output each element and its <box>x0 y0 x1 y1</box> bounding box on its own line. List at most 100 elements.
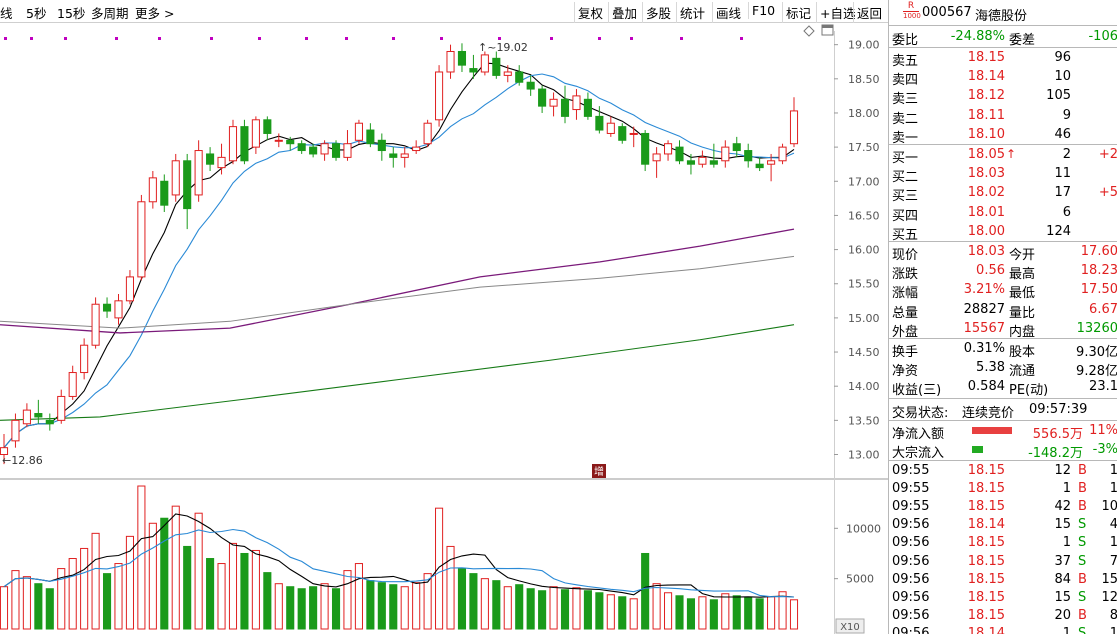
quote-row: 涨幅 3.21% 最低 17.50 <box>889 280 1117 302</box>
level-price: 18.02 <box>967 185 1005 201</box>
mark-button[interactable]: 标记 <box>782 2 814 23</box>
candle-body <box>732 143 741 152</box>
adjust-button[interactable]: 复权 <box>574 2 606 23</box>
flow-label: 大宗流入 <box>892 446 945 462</box>
volume-bar <box>664 592 673 630</box>
multi-period-button[interactable]: 多周期 <box>91 6 129 21</box>
f10-button[interactable]: F10 <box>748 2 778 19</box>
candle-body <box>194 150 203 196</box>
fund-flow-row: 净流入额 556.5万 11% <box>889 421 1117 442</box>
candle-body <box>652 153 661 162</box>
candle-body <box>148 177 157 203</box>
marker-dot <box>258 37 261 40</box>
level-label: 买一 <box>892 151 919 166</box>
tick-row: 09:56 18.14 1S1 <box>889 624 1117 634</box>
volume-bar <box>549 586 558 630</box>
candlestick-chart[interactable]: 13.00 13.50 14.00 14.50 15.00 15.50 16.00 16.50… <box>0 23 888 634</box>
tick-time: 09:55 <box>892 481 930 497</box>
period-5s[interactable]: 5秒 <box>26 6 47 21</box>
volume-bar <box>34 583 43 630</box>
candle-body <box>240 126 249 162</box>
volume-bar <box>217 563 226 630</box>
volume-tick-label: 10000 <box>846 522 881 535</box>
tick-row: 09:56 18.15 1S1 <box>889 533 1117 552</box>
ma30-line <box>0 255 795 329</box>
buy-level-row: 买三 18.02 17 +5 <box>889 183 1117 205</box>
tick-count: 12 <box>1101 589 1117 605</box>
tick-side: B <box>1078 481 1087 497</box>
stats-button[interactable]: 统计 <box>676 2 708 23</box>
window-icon[interactable] <box>821 24 834 36</box>
buy-level-row: 买一 18.05 2 +2 <box>889 145 1117 166</box>
volume-bar <box>228 542 238 630</box>
info-row: 收益(三) 0.584 PE(动) 23.1 <box>889 377 1117 398</box>
settings-icon[interactable] <box>803 25 815 37</box>
tick-volume: 1 <box>1062 481 1071 497</box>
quote-label: 最低 <box>1009 286 1036 302</box>
tick-volume: 84 <box>1054 571 1071 587</box>
multi-stock-button[interactable]: 多股 <box>642 2 674 23</box>
price-tick-label: 17.00 <box>848 175 880 188</box>
draw-line-button[interactable]: 画线 <box>712 2 744 23</box>
marker-dot <box>158 37 161 40</box>
period-15s[interactable]: 15秒 <box>57 6 86 21</box>
candle-body <box>34 413 43 418</box>
flow-bar <box>972 446 983 454</box>
level-label: 买三 <box>892 189 919 205</box>
marker-dot <box>4 37 7 40</box>
marker-dot <box>740 37 743 40</box>
info-value: 23.1 <box>1089 379 1117 395</box>
candle-body <box>309 146 318 155</box>
volume-bar <box>91 532 100 630</box>
tick-price: 18.14 <box>967 517 1005 533</box>
tick-price: 18.14 <box>967 625 1005 634</box>
volume-bar <box>755 598 764 630</box>
tick-price: 18.15 <box>967 607 1005 623</box>
price-tick-label: 18.50 <box>848 73 880 86</box>
volume-bar <box>652 583 661 630</box>
level-volume: 105 <box>1046 88 1071 104</box>
overlay-button[interactable]: 叠加 <box>608 2 640 23</box>
candle-body <box>263 119 272 134</box>
candle-body <box>102 303 112 312</box>
volume-bar <box>698 596 707 630</box>
quote-value: 17.60 <box>1080 244 1117 259</box>
more-button[interactable]: 更多 > <box>135 6 175 21</box>
tick-count: 8 <box>1094 608 1117 623</box>
candle-body <box>400 153 409 158</box>
tick-price: 18.15 <box>967 463 1005 478</box>
quote-label: 最高 <box>1009 267 1036 283</box>
candle-body <box>22 409 31 425</box>
level-volume: 10 <box>1054 69 1071 85</box>
tick-row: 09:56 18.14 15 S4 <box>889 515 1117 534</box>
period-daily[interactable]: 线 <box>0 6 13 21</box>
volume-bar <box>423 573 432 630</box>
tick-volume: 37 <box>1054 553 1071 569</box>
volume-bar <box>114 563 123 630</box>
volume-bar <box>606 594 615 630</box>
volume-bar <box>57 568 66 630</box>
volume-bar <box>526 588 535 630</box>
candle-body <box>11 419 20 442</box>
tick-row: 09:56 18.15 84 B 15 <box>889 570 1117 589</box>
add-watchlist-button[interactable]: +自选 <box>816 2 858 23</box>
tick-price: 18.15 <box>967 499 1005 515</box>
tick-price: 18.15 <box>967 589 1005 605</box>
tick-time: 09:56 <box>892 535 930 551</box>
level-price: 18.00 <box>967 223 1005 239</box>
tick-price: 18.15 <box>967 553 1005 569</box>
level-label: 买五 <box>892 227 919 243</box>
candle-body <box>572 95 581 111</box>
level-volume: 46 <box>1054 126 1071 142</box>
candle-body <box>206 153 215 165</box>
candle-body <box>503 71 512 76</box>
candle-body <box>583 98 592 117</box>
marker-dot <box>392 37 395 40</box>
info-value: 0.31% <box>963 341 1005 356</box>
volume-ma10-line <box>3 528 795 598</box>
back-button[interactable]: 返回 <box>853 2 885 23</box>
level-volume: 2 <box>1062 147 1071 162</box>
volume-bar <box>206 558 215 630</box>
marker-dot <box>64 37 67 40</box>
tick-price: 18.15 <box>967 481 1005 497</box>
